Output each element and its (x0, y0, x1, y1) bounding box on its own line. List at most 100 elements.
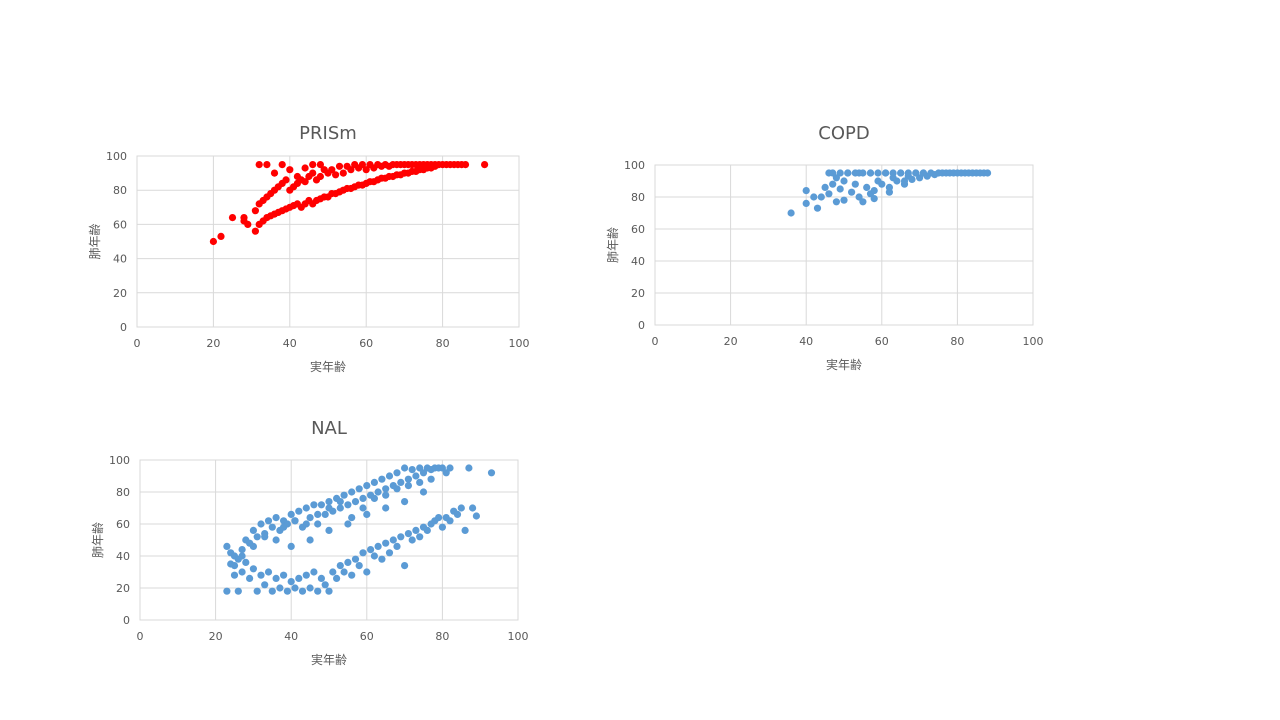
data-point (246, 574, 254, 582)
data-point (438, 464, 446, 472)
data-point (863, 183, 871, 191)
data-point (340, 491, 348, 499)
y-tick-label: 100 (109, 454, 130, 467)
chart-title: PRISm (299, 123, 357, 144)
data-point (870, 195, 878, 203)
data-point (453, 510, 462, 518)
y-tick-label: 60 (113, 218, 127, 231)
data-point (374, 488, 382, 496)
data-point (359, 549, 367, 557)
y-axis-label: 肺年齢 (605, 227, 620, 263)
data-point (223, 587, 231, 595)
data-point (286, 166, 294, 174)
data-point (234, 587, 242, 595)
data-point (253, 587, 261, 595)
data-point (347, 166, 355, 174)
data-point (355, 485, 363, 493)
data-point (359, 504, 367, 512)
data-point (249, 526, 257, 534)
data-point (306, 584, 314, 592)
data-point (309, 169, 317, 177)
data-point (272, 574, 280, 582)
data-point (325, 587, 333, 595)
data-point (900, 177, 909, 185)
data-point (336, 498, 344, 506)
data-point (397, 533, 405, 541)
data-point (370, 552, 378, 560)
y-tick-label: 40 (116, 550, 130, 563)
data-point (844, 169, 852, 177)
data-point (397, 478, 405, 486)
data-point (268, 523, 276, 531)
data-point (209, 237, 217, 246)
data-point (280, 571, 288, 579)
data-point (374, 542, 382, 550)
data-point (412, 472, 420, 480)
data-point (321, 510, 329, 518)
data-point (295, 507, 303, 515)
data-point (393, 542, 401, 550)
data-point (367, 546, 375, 554)
data-point (287, 542, 295, 550)
x-tick-label: 20 (206, 337, 220, 350)
data-point (859, 198, 867, 206)
data-point (848, 188, 856, 196)
x-tick-label: 80 (436, 337, 450, 350)
data-point (287, 578, 295, 586)
data-point (314, 520, 322, 528)
data-point (230, 571, 239, 579)
data-point (855, 193, 863, 201)
data-point (897, 169, 905, 177)
data-point (325, 498, 333, 506)
data-point (802, 187, 810, 195)
data-point (261, 581, 269, 589)
data-point (306, 536, 314, 544)
data-point (408, 536, 416, 544)
x-tick-label: 100 (1023, 335, 1044, 348)
data-point (912, 169, 920, 177)
data-point (472, 512, 480, 520)
y-tick-label: 60 (116, 518, 130, 531)
data-point (302, 520, 310, 528)
data-point (851, 180, 859, 188)
data-point (465, 464, 473, 472)
data-point (408, 466, 416, 474)
x-tick-label: 80 (435, 630, 449, 643)
data-point (389, 536, 397, 544)
data-point (301, 178, 309, 186)
data-point (882, 169, 890, 177)
data-point (829, 180, 837, 188)
data-point (351, 555, 360, 563)
data-point (270, 169, 279, 177)
data-point (295, 574, 303, 582)
y-tick-label: 80 (113, 184, 127, 197)
data-point (249, 565, 257, 573)
data-point (393, 469, 401, 477)
data-point (272, 536, 280, 544)
data-point (821, 183, 829, 191)
data-point (813, 204, 822, 212)
data-point (240, 214, 248, 222)
data-point (333, 574, 341, 582)
data-point (419, 469, 428, 477)
data-point (332, 171, 340, 179)
data-point (401, 498, 409, 506)
data-point (442, 469, 450, 477)
y-tick-label: 100 (106, 150, 127, 163)
chart-title: NAL (311, 418, 347, 439)
chart-svg: COPD 0 20 40 60 80 100 0 20 40 60 80 100 実年齢 肺年齢 (605, 123, 1044, 372)
data-point (385, 472, 394, 480)
scatter-series (223, 464, 496, 595)
data-point (228, 214, 237, 222)
data-point (378, 475, 386, 483)
data-point (244, 220, 252, 228)
x-axis-label: 実年齢 (311, 652, 347, 667)
data-point (287, 510, 295, 518)
data-point (359, 494, 367, 502)
scatter-series (787, 169, 992, 217)
data-point (385, 549, 394, 557)
data-point (291, 584, 299, 592)
data-point (242, 558, 250, 566)
data-point (310, 568, 318, 576)
plot-area (139, 459, 519, 621)
